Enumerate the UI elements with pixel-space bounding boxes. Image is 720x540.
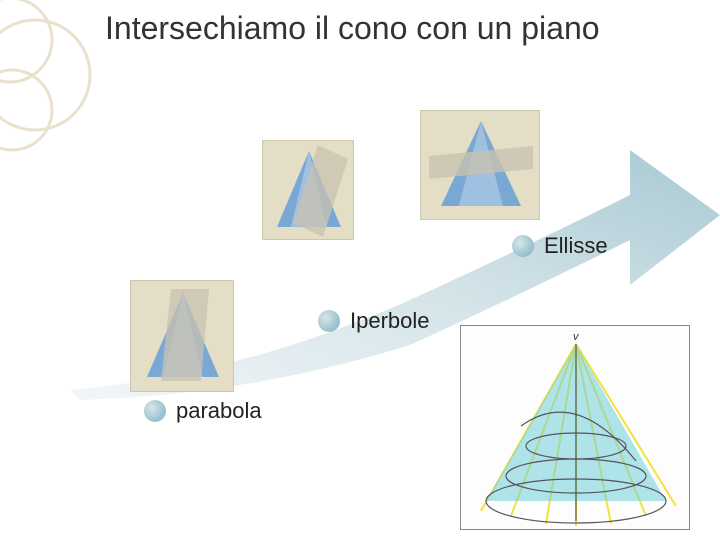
bullet-parabola [144, 400, 166, 422]
cone-sections-svg: v [461, 326, 691, 531]
cone-iperbole-icon [263, 141, 355, 241]
bullet-iperbole [318, 310, 340, 332]
label-parabola: parabola [176, 398, 262, 424]
thumb-parabola [130, 280, 234, 392]
cone-ellisse-icon [421, 111, 541, 221]
apex-label: v [573, 331, 580, 343]
cone-sections-diagram: v [460, 325, 690, 530]
bullet-ellisse [512, 235, 534, 257]
thumb-ellisse [420, 110, 540, 220]
label-ellisse: Ellisse [544, 233, 608, 259]
label-iperbole: Iperbole [350, 308, 430, 334]
cone-parabola-icon [131, 281, 235, 393]
thumb-iperbole [262, 140, 354, 240]
page-title: Intersechiamo il cono con un piano [105, 10, 600, 47]
